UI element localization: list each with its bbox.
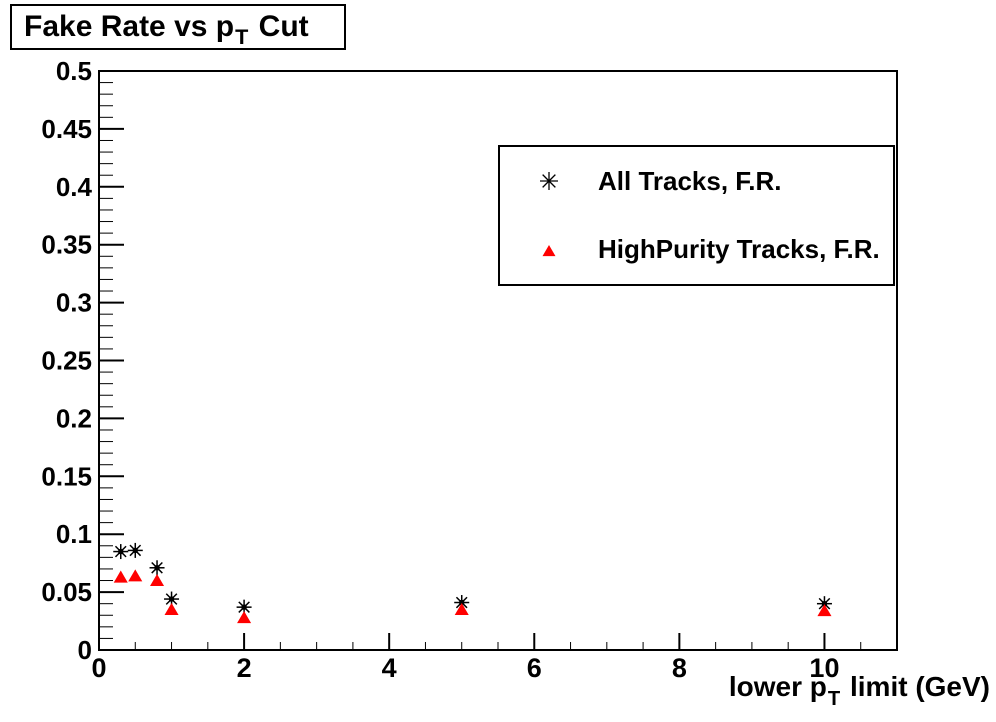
triangle-marker	[500, 237, 598, 263]
x-tick-label: 6	[527, 653, 542, 683]
data-point-asterisk	[164, 591, 180, 607]
x-tick-label: 4	[382, 653, 397, 683]
data-point-triangle	[113, 570, 128, 583]
plot-title-text: Fake Rate vs p	[24, 10, 235, 43]
y-tick-label: 0.25	[41, 346, 92, 376]
asterisk-marker-glyph	[540, 172, 558, 191]
y-tick-label: 0.2	[56, 403, 92, 433]
legend: All Tracks, F.R. HighPurity Tracks, F.R.	[498, 145, 895, 286]
x-axis-title-text-end: limit (GeV)	[842, 671, 990, 702]
x-tick-label: 2	[237, 653, 252, 683]
data-point-triangle	[150, 574, 165, 587]
x-tick-label: 0	[91, 653, 106, 683]
triangle-marker-glyph	[542, 244, 556, 256]
data-point-asterisk	[149, 560, 165, 576]
asterisk-marker	[500, 168, 598, 194]
y-tick-label: 0.35	[41, 230, 92, 260]
data-point-asterisk	[454, 595, 470, 611]
y-tick-label: 0	[78, 635, 92, 665]
data-point-triangle	[817, 604, 832, 617]
data-point-asterisk	[127, 542, 143, 558]
y-tick-label: 0.05	[41, 577, 92, 607]
y-tick-label: 0.1	[56, 519, 92, 549]
data-point-triangle	[164, 602, 179, 615]
plot-title-subscript: T	[235, 24, 249, 49]
y-tick-label: 0.3	[56, 288, 92, 318]
y-tick-label: 0.45	[41, 114, 92, 144]
legend-label: HighPurity Tracks, F.R.	[598, 234, 880, 265]
data-point-asterisk	[113, 544, 129, 560]
data-point-triangle	[128, 569, 143, 582]
legend-entry-highpurity-tracks: HighPurity Tracks, F.R.	[500, 219, 893, 281]
x-axis-title-subscript: T	[827, 688, 841, 710]
legend-label: All Tracks, F.R.	[598, 165, 782, 196]
y-tick-label: 0.5	[56, 56, 92, 86]
y-tick-label: 0.15	[41, 461, 92, 491]
plot-title-text-end: Cut	[250, 10, 309, 43]
x-axis-title: lower pT limit (GeV)	[728, 671, 990, 710]
x-axis-title-text: lower p	[728, 671, 827, 702]
x-tick-label: 10	[809, 653, 839, 683]
legend-entry-all-tracks: All Tracks, F.R.	[500, 150, 893, 212]
data-point-triangle	[237, 611, 252, 624]
x-tick-label: 8	[672, 653, 687, 683]
data-point-triangle	[454, 602, 469, 615]
y-tick-label: 0.4	[56, 172, 93, 202]
